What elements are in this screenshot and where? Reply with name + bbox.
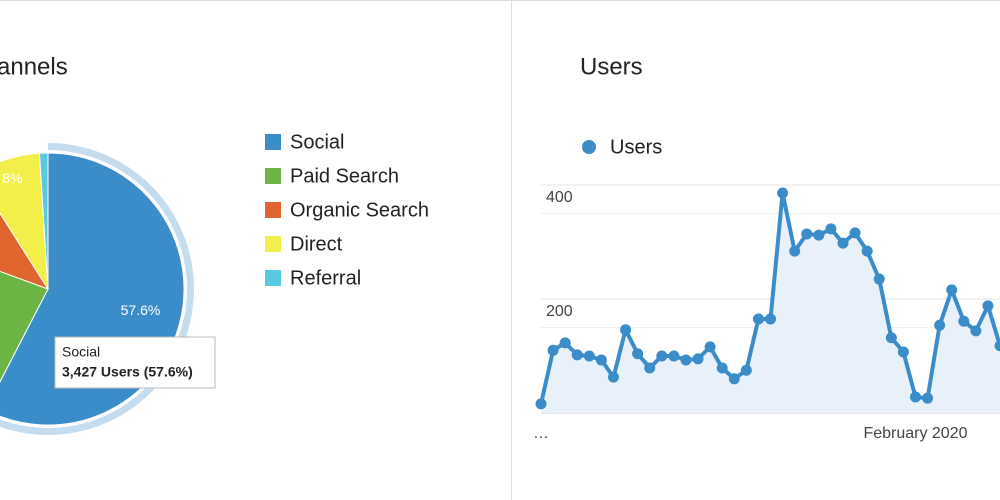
legend-swatch (265, 134, 281, 150)
point (934, 319, 946, 331)
tooltip-text: 3,427 Users (57.6%) (62, 364, 193, 380)
point (897, 346, 909, 358)
point (704, 341, 716, 353)
point (777, 187, 789, 199)
slice-label: 8% (2, 170, 22, 186)
legend-label: Organic Search (290, 199, 429, 221)
legend-label: Paid Search (290, 165, 399, 187)
point (982, 300, 994, 312)
point (849, 227, 861, 239)
point (970, 325, 982, 337)
point (789, 245, 801, 257)
point (716, 362, 728, 374)
area (541, 192, 1000, 413)
x-tick-label: February 2020 (863, 425, 967, 442)
legend-label: Direct (290, 233, 343, 255)
point (885, 332, 897, 344)
point (668, 350, 680, 362)
point (680, 354, 692, 366)
point (728, 373, 740, 385)
point (607, 371, 619, 383)
point (765, 313, 777, 325)
point (825, 223, 837, 235)
point (583, 350, 595, 362)
point (595, 354, 607, 366)
point (559, 337, 571, 349)
legend-label: Referral (290, 267, 361, 289)
legend-marker (582, 140, 596, 154)
y-tick-label: 400 (546, 189, 573, 206)
legend-swatch (265, 236, 281, 252)
legend-swatch (265, 270, 281, 286)
point (873, 273, 885, 285)
point (620, 324, 632, 336)
point (922, 392, 934, 404)
point (752, 313, 764, 325)
point (535, 398, 547, 410)
pie-slice (0, 212, 50, 290)
point (547, 344, 559, 356)
tooltip: Social 3,427 Users (57.6%) (54, 336, 216, 389)
point (861, 245, 873, 257)
point (813, 229, 825, 241)
point (632, 348, 644, 360)
line-chart: Users 200 400 … February 2020 (533, 136, 1000, 442)
point (692, 353, 704, 365)
tooltip-box (54, 336, 216, 389)
pie-title: annels (0, 53, 68, 80)
slice-label: 57.6% (121, 302, 161, 318)
point (958, 315, 970, 327)
point (571, 349, 583, 361)
point (994, 340, 1000, 352)
point (946, 284, 958, 296)
pie-chart: 57.6% 8% (0, 143, 194, 435)
legend-swatch (265, 168, 281, 184)
legend-label: Users (610, 136, 662, 158)
pie-slice (0, 270, 49, 383)
point (656, 350, 668, 362)
pie-legend: Social Paid Search Organic Search Direct Ref… (265, 131, 429, 289)
y-tick-label: 200 (546, 303, 573, 320)
legend-swatch (265, 202, 281, 218)
point (740, 364, 752, 376)
point (801, 228, 813, 240)
point (909, 391, 921, 403)
tooltip-title: Social (62, 344, 100, 360)
line-title: Users (580, 53, 643, 80)
legend-label: Social (290, 131, 344, 153)
x-tick-label: … (533, 425, 549, 442)
point (837, 237, 849, 249)
pie-slice (38, 152, 49, 290)
point (644, 362, 656, 374)
